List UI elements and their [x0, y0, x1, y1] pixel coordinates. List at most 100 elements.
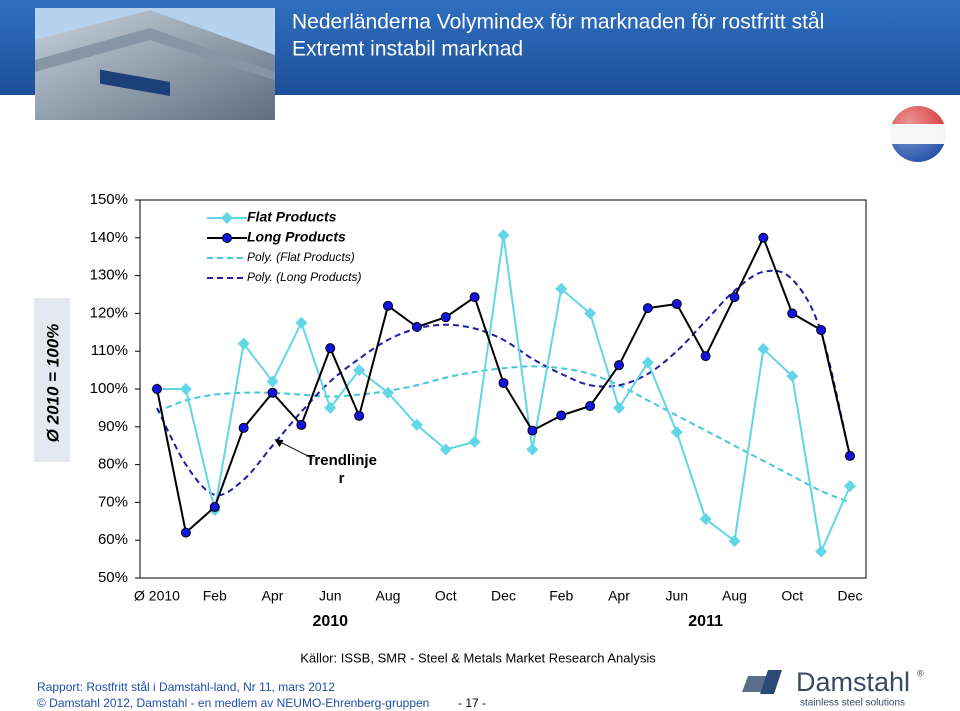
data-point	[585, 401, 596, 412]
legend-label: Long Products	[247, 229, 346, 245]
data-point	[295, 316, 308, 329]
header-photo	[35, 8, 275, 120]
annotation-arrowhead	[274, 439, 284, 448]
data-point	[325, 343, 336, 354]
year-label: 2011	[688, 613, 723, 630]
data-point	[845, 450, 855, 461]
data-point	[699, 513, 712, 526]
data-point	[844, 480, 856, 493]
x-tick-label: Jun	[319, 588, 342, 604]
data-point	[757, 342, 770, 355]
x-tick-label: Apr	[262, 588, 284, 604]
x-tick-label: Aug	[376, 588, 401, 604]
series-line	[156, 269, 851, 497]
data-point	[237, 337, 250, 350]
data-point	[670, 426, 683, 439]
y-tick-label: 110%	[91, 342, 128, 359]
y-tick-label: 90%	[98, 418, 128, 435]
series	[152, 232, 855, 538]
y-tick-label: 70%	[98, 493, 128, 510]
data-point	[671, 298, 682, 309]
x-tick-label: Dec	[491, 588, 516, 604]
y-tick-label: 140%	[90, 229, 128, 246]
data-point	[383, 300, 393, 311]
series	[156, 365, 851, 504]
y-tick-label: 50%	[98, 569, 128, 586]
footer-copyright: © Damstahl 2012, Damstahl - en medlem av…	[37, 696, 429, 710]
data-point	[469, 292, 480, 303]
data-point	[555, 282, 568, 295]
logo-mark: ®	[917, 668, 924, 678]
data-point	[728, 534, 741, 547]
data-point	[613, 401, 625, 414]
data-point	[209, 501, 220, 512]
y-tick-label: 100%	[90, 380, 128, 397]
data-point	[353, 364, 366, 377]
data-point	[642, 303, 653, 314]
data-point	[354, 410, 365, 421]
x-tick-label: Dec	[838, 588, 863, 604]
data-point	[526, 443, 539, 456]
series	[156, 269, 851, 497]
data-point	[584, 307, 597, 320]
data-point	[614, 360, 624, 371]
data-point	[266, 375, 279, 388]
x-tick-label: Apr	[608, 588, 630, 604]
x-tick-label: Oct	[435, 588, 457, 604]
data-point	[527, 425, 538, 436]
data-point	[324, 401, 337, 414]
source: Källor: ISSB, SMR - Steel & Metals Marke…	[300, 650, 656, 665]
data-point	[440, 312, 451, 323]
y-label-band	[34, 298, 70, 462]
data-point	[497, 229, 510, 242]
data-point	[410, 418, 423, 431]
data-point	[221, 212, 233, 224]
data-point	[152, 384, 162, 394]
y-tick-label: 130%	[90, 267, 128, 284]
y-tick-label: 60%	[98, 531, 128, 548]
data-point	[816, 325, 827, 336]
y-tick-label: 150%	[90, 191, 128, 208]
year-label: 2010	[312, 613, 348, 630]
subtitle: Extremt instabil marknad	[292, 38, 523, 61]
title: Nederländerna Volymindex för marknaden f…	[292, 11, 824, 34]
data-point	[222, 233, 232, 243]
data-point	[787, 308, 798, 319]
flag	[890, 106, 946, 162]
data-point	[238, 422, 249, 433]
legend-label: Poly. (Long Products)	[247, 270, 362, 284]
x-tick-label: Aug	[722, 588, 747, 604]
x-tick-label: Feb	[203, 588, 227, 604]
data-point	[179, 383, 192, 395]
y-tick-label: 80%	[98, 456, 128, 473]
data-point	[468, 435, 481, 448]
x-tick-label: Jun	[665, 588, 688, 604]
series	[151, 229, 856, 558]
legend-label: Poly. (Flat Products)	[247, 250, 355, 264]
data-point	[641, 356, 654, 369]
y-axis-label: Ø 2010 = 100%	[43, 324, 62, 443]
data-point	[382, 386, 394, 399]
data-point	[411, 322, 422, 333]
data-point	[758, 232, 769, 243]
x-tick-label: Oct	[781, 588, 803, 604]
x-tick-label: Feb	[549, 588, 573, 604]
footer-report: Rapport: Rostfritt stål i Damstahl-land,…	[37, 680, 335, 694]
data-point	[815, 545, 828, 558]
annotation-arrow	[276, 439, 313, 459]
page-number: - 17 -	[458, 696, 486, 710]
logo: Damstahl ® stainless steel solutions	[742, 667, 924, 709]
data-point	[267, 387, 278, 398]
legend-label: Flat Products	[247, 209, 337, 225]
x-tick-label: Ø 2010	[134, 588, 180, 604]
data-point	[439, 443, 452, 456]
data-point	[786, 370, 799, 383]
data-point	[296, 419, 307, 430]
data-point	[556, 410, 567, 421]
data-point	[180, 527, 191, 538]
annotation: Trendlinje r	[306, 452, 377, 488]
series-line	[156, 365, 851, 504]
data-point	[729, 292, 740, 303]
